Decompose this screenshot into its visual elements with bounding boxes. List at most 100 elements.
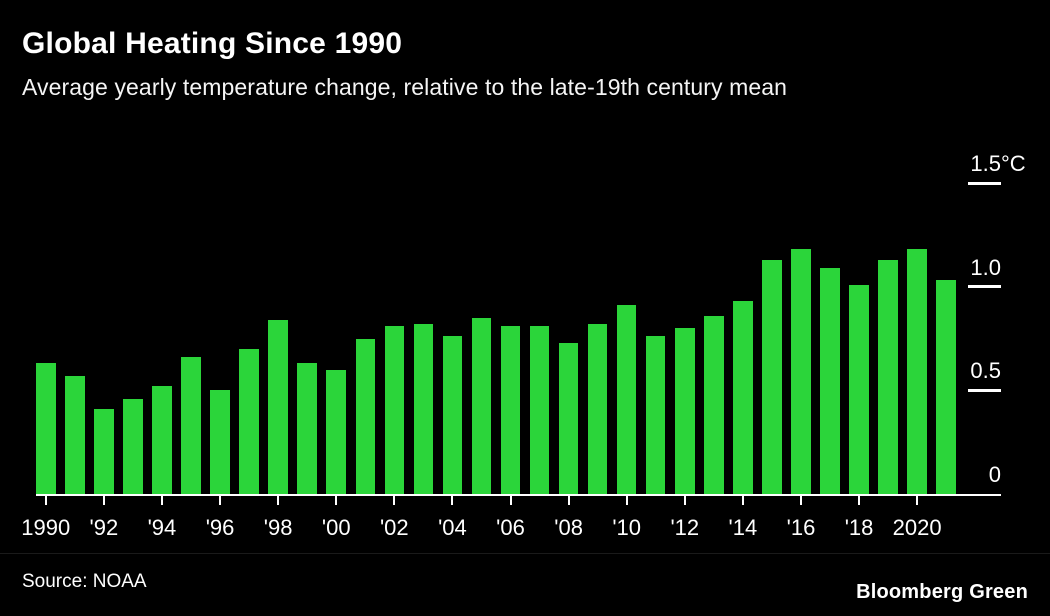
x-label-1992: '92 bbox=[89, 515, 119, 540]
bar-column-1999 bbox=[297, 183, 317, 494]
bar-2005 bbox=[471, 317, 492, 494]
bar-1990 bbox=[36, 363, 56, 494]
bar-column-2021 bbox=[936, 183, 956, 494]
bar-column-2015 bbox=[762, 183, 782, 494]
y-tick-dash-1.5 bbox=[968, 181, 1001, 185]
x-label-2016: '16 bbox=[786, 515, 816, 540]
bar-2016 bbox=[791, 249, 811, 494]
x-tick-2008 bbox=[567, 496, 570, 505]
bar-2019 bbox=[878, 259, 898, 494]
bar-column-1992: '92 bbox=[90, 183, 118, 540]
bar-column-2003 bbox=[413, 183, 434, 494]
bar-column-2017 bbox=[820, 183, 840, 494]
bar-1997 bbox=[239, 348, 259, 494]
bar-2000 bbox=[326, 369, 346, 494]
unit-suffix: °C bbox=[1001, 151, 1026, 176]
source-label: Source: NOAA bbox=[22, 571, 147, 592]
x-label-2020: 2020 bbox=[892, 515, 942, 540]
bar-column-2010: '10 bbox=[612, 183, 641, 540]
x-tick-2012 bbox=[683, 496, 686, 505]
x-tick-2010 bbox=[625, 496, 628, 505]
bar-column-2018: '18 bbox=[845, 183, 873, 540]
bar-column-2002: '02 bbox=[380, 183, 409, 540]
x-label-2002: '02 bbox=[379, 515, 409, 540]
x-tick-2020 bbox=[916, 496, 919, 505]
x-label-2000: '00 bbox=[321, 515, 351, 540]
x-tick-1990 bbox=[44, 496, 47, 505]
x-tick-2000 bbox=[335, 496, 338, 505]
bar-1995 bbox=[181, 357, 201, 494]
bar-column-2020: 2020 bbox=[893, 183, 942, 540]
bar-column-2008: '08 bbox=[554, 183, 583, 540]
bar-column-2001 bbox=[355, 183, 376, 494]
x-label-1998: '98 bbox=[263, 515, 293, 540]
y-tick-dash-1.0 bbox=[968, 285, 1001, 289]
bar-column-1994: '94 bbox=[148, 183, 176, 540]
bar-1994 bbox=[152, 386, 172, 494]
bar-1999 bbox=[297, 363, 317, 494]
bar-column-1991 bbox=[65, 183, 85, 494]
bar-2020 bbox=[907, 249, 927, 494]
x-tick-1992 bbox=[102, 496, 105, 505]
x-tick-2018 bbox=[858, 496, 861, 505]
bar-column-2019 bbox=[878, 183, 898, 494]
x-label-1994: '94 bbox=[147, 515, 177, 540]
bar-2013 bbox=[704, 315, 724, 494]
bars-container: 1990 '92 '94 '96 '98 '00 '02 '04 '06 '08 '10 '12 '14… bbox=[21, 183, 956, 540]
x-tick-2002 bbox=[393, 496, 396, 505]
bar-column-2005 bbox=[471, 183, 492, 494]
y-tick-dash-0.5 bbox=[968, 388, 1001, 392]
bar-2008 bbox=[558, 342, 579, 494]
bar-column-2000: '00 bbox=[322, 183, 351, 540]
bar-column-2014: '14 bbox=[729, 183, 757, 540]
bar-column-1990: 1990 bbox=[21, 183, 70, 540]
bar-column-1996: '96 bbox=[206, 183, 234, 540]
bar-1992 bbox=[94, 409, 114, 494]
x-tick-1996 bbox=[219, 496, 222, 505]
bar-2006 bbox=[500, 326, 521, 494]
x-label-2008: '08 bbox=[554, 515, 583, 540]
bar-2010 bbox=[616, 305, 637, 494]
x-label-2004: '04 bbox=[438, 515, 467, 540]
y-tick-label-0: 0 bbox=[988, 462, 1001, 487]
x-tick-2004 bbox=[451, 496, 454, 505]
x-tick-2006 bbox=[509, 496, 512, 505]
bar-1993 bbox=[123, 398, 143, 494]
bar-1991 bbox=[65, 375, 85, 494]
bar-column-1995 bbox=[181, 183, 201, 494]
x-tick-1998 bbox=[277, 496, 280, 505]
x-label-1990: 1990 bbox=[21, 515, 71, 540]
bar-2012 bbox=[675, 328, 695, 494]
bar-2009 bbox=[587, 324, 608, 494]
y-tick-label-1.0: 1.0 bbox=[970, 254, 1001, 280]
bar-2007 bbox=[529, 326, 550, 494]
chart-subtitle: Average yearly temperature change, relat… bbox=[22, 73, 788, 100]
bar-column-2009 bbox=[587, 183, 608, 494]
bar-column-1993 bbox=[123, 183, 143, 494]
bar-column-2012: '12 bbox=[670, 183, 699, 540]
bar-1996 bbox=[210, 390, 230, 494]
bar-chart-plot-area: 1990 '92 '94 '96 '98 '00 '02 '04 '06 '08 '10 '12 '14… bbox=[21, 151, 1025, 540]
bloomberg-green-logo: Bloomberg Green bbox=[856, 581, 1028, 603]
bar-2015 bbox=[762, 259, 782, 494]
bar-column-2016: '16 bbox=[787, 183, 815, 540]
x-tick-2016 bbox=[799, 496, 802, 505]
bar-column-2004: '04 bbox=[438, 183, 467, 540]
bar-2004 bbox=[442, 336, 463, 494]
bar-1998 bbox=[268, 319, 288, 494]
bar-2021 bbox=[936, 280, 956, 494]
bar-2001 bbox=[355, 338, 376, 494]
x-tick-1994 bbox=[160, 496, 163, 505]
x-label-2014: '14 bbox=[728, 515, 758, 540]
bar-column-2006: '06 bbox=[496, 183, 525, 540]
bar-column-2013 bbox=[704, 183, 724, 494]
bar-column-2007 bbox=[529, 183, 550, 494]
x-label-2010: '10 bbox=[612, 515, 642, 540]
x-label-2006: '06 bbox=[496, 515, 525, 540]
x-label-2018: '18 bbox=[844, 515, 874, 540]
bar-column-1998: '98 bbox=[264, 183, 292, 540]
x-label-1996: '96 bbox=[205, 515, 235, 540]
bar-2017 bbox=[820, 268, 840, 494]
footer-divider bbox=[0, 553, 1050, 554]
